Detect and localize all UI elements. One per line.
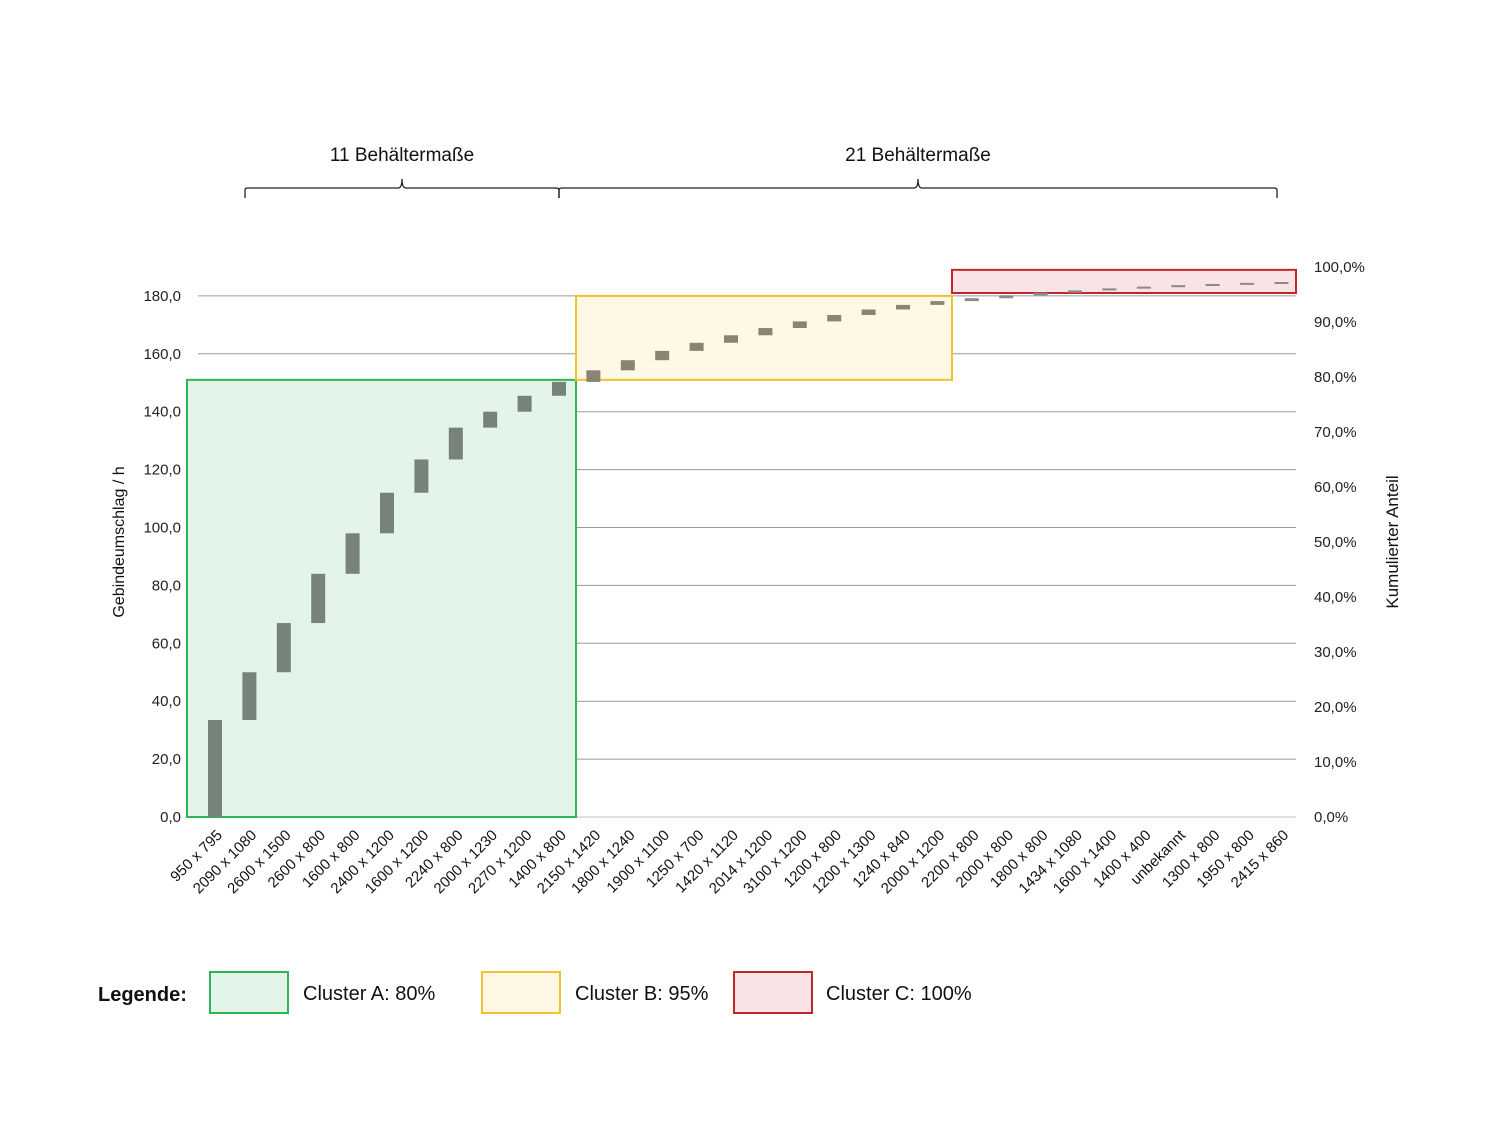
- y2-tick-label: 10,0%: [1314, 754, 1357, 771]
- legend-swatch-a: [209, 971, 289, 1014]
- y-tick-label: 160,0: [143, 346, 181, 363]
- cluster-box: [186, 378, 577, 818]
- waterfall-bar: [930, 301, 945, 305]
- cluster-box: [951, 268, 1297, 295]
- waterfall-bar: [414, 459, 429, 493]
- legend-swatch-b: [481, 971, 561, 1014]
- legend-label-b: Cluster B: 95%: [575, 983, 709, 1005]
- y-tick-label: 20,0: [152, 751, 181, 768]
- waterfall-bar: [208, 720, 222, 817]
- y-tick-label: 180,0: [143, 288, 181, 305]
- bars: [208, 282, 1289, 817]
- y2-tick-label: 80,0%: [1314, 369, 1357, 386]
- brace: [558, 178, 1278, 198]
- y-tick-label: 120,0: [143, 462, 181, 479]
- waterfall-bar: [483, 411, 498, 428]
- y2-tick-label: 30,0%: [1314, 644, 1357, 661]
- y2-tick-label: 70,0%: [1314, 424, 1357, 441]
- y2-tick-label: 90,0%: [1314, 314, 1357, 331]
- y-tick-label: 0,0: [160, 809, 181, 826]
- y2-tick-label: 100,0%: [1314, 259, 1365, 276]
- y-tick-label: 60,0: [152, 635, 181, 652]
- waterfall-bar: [689, 342, 704, 351]
- brace-label: 21 Behältermaße: [845, 145, 991, 166]
- y2-axis-ticks: 0,0% 10,0% 20,0% 30,0% 40,0% 50,0% 60,0% 70,0% 8…: [1314, 259, 1365, 826]
- y2-tick-label: 40,0%: [1314, 589, 1357, 606]
- y-tick-label: 100,0: [143, 520, 181, 537]
- waterfall-bar: [655, 350, 670, 361]
- category-braces: 11 Behältermaße 21 Behältermaße: [244, 145, 1278, 198]
- y2-tick-label: 60,0%: [1314, 479, 1357, 496]
- waterfall-bar: [1068, 290, 1082, 293]
- waterfall-bar: [345, 533, 360, 574]
- y2-tick-label: 50,0%: [1314, 534, 1357, 551]
- y-tick-label: 140,0: [143, 404, 181, 421]
- legend-swatch-c: [733, 971, 813, 1014]
- y-axis-title: Gebindeumschlag / h: [111, 466, 128, 617]
- waterfall-bar: [586, 370, 601, 382]
- waterfall-bar: [620, 360, 635, 371]
- legend-title: Legende:: [98, 984, 187, 1006]
- cluster-boxes: [186, 268, 1297, 818]
- waterfall-bar: [896, 304, 910, 310]
- waterfall-bar: [999, 295, 1014, 299]
- y2-tick-label: 20,0%: [1314, 699, 1357, 716]
- waterfall-bar: [964, 298, 979, 302]
- waterfall-bar: [1033, 292, 1048, 296]
- waterfall-bar: [1274, 282, 1289, 285]
- waterfall-bar: [242, 672, 257, 721]
- legend-label-a: Cluster A: 80%: [303, 983, 436, 1005]
- y2-tick-label: 0,0%: [1314, 809, 1348, 826]
- waterfall-bar: [1240, 282, 1254, 285]
- legend: Legende: Cluster A: 80% Cluster B: 95% C…: [98, 971, 972, 1014]
- waterfall-bar: [311, 573, 326, 624]
- waterfall-bar: [1205, 284, 1220, 287]
- legend-label-c: Cluster C: 100%: [826, 983, 972, 1005]
- y-axis-ticks: 0,0 20,0 40,0 60,0 80,0 100,0 120,0 140,0 160,0 1…: [143, 288, 181, 826]
- waterfall-bar: [724, 335, 738, 343]
- waterfall-bar: [758, 328, 773, 336]
- waterfall-bar: [1171, 285, 1186, 288]
- waterfall-bar: [1136, 286, 1151, 289]
- brace: [244, 178, 560, 198]
- waterfall-bar: [792, 321, 807, 329]
- waterfall-bar: [380, 492, 394, 534]
- waterfall-bar: [861, 309, 876, 316]
- waterfall-bar: [276, 623, 291, 673]
- waterfall-bar: [552, 381, 566, 396]
- y-tick-label: 80,0: [152, 577, 181, 594]
- waterfall-bar: [1102, 288, 1117, 291]
- y-tick-label: 40,0: [152, 693, 181, 710]
- waterfall-bar: [517, 395, 532, 412]
- y2-axis-title: Kumulierter Anteil: [1383, 475, 1402, 608]
- cluster-box: [575, 294, 953, 381]
- brace-label: 11 Behältermaße: [330, 145, 474, 166]
- waterfall-bar: [448, 427, 463, 460]
- waterfall-bar: [827, 315, 842, 322]
